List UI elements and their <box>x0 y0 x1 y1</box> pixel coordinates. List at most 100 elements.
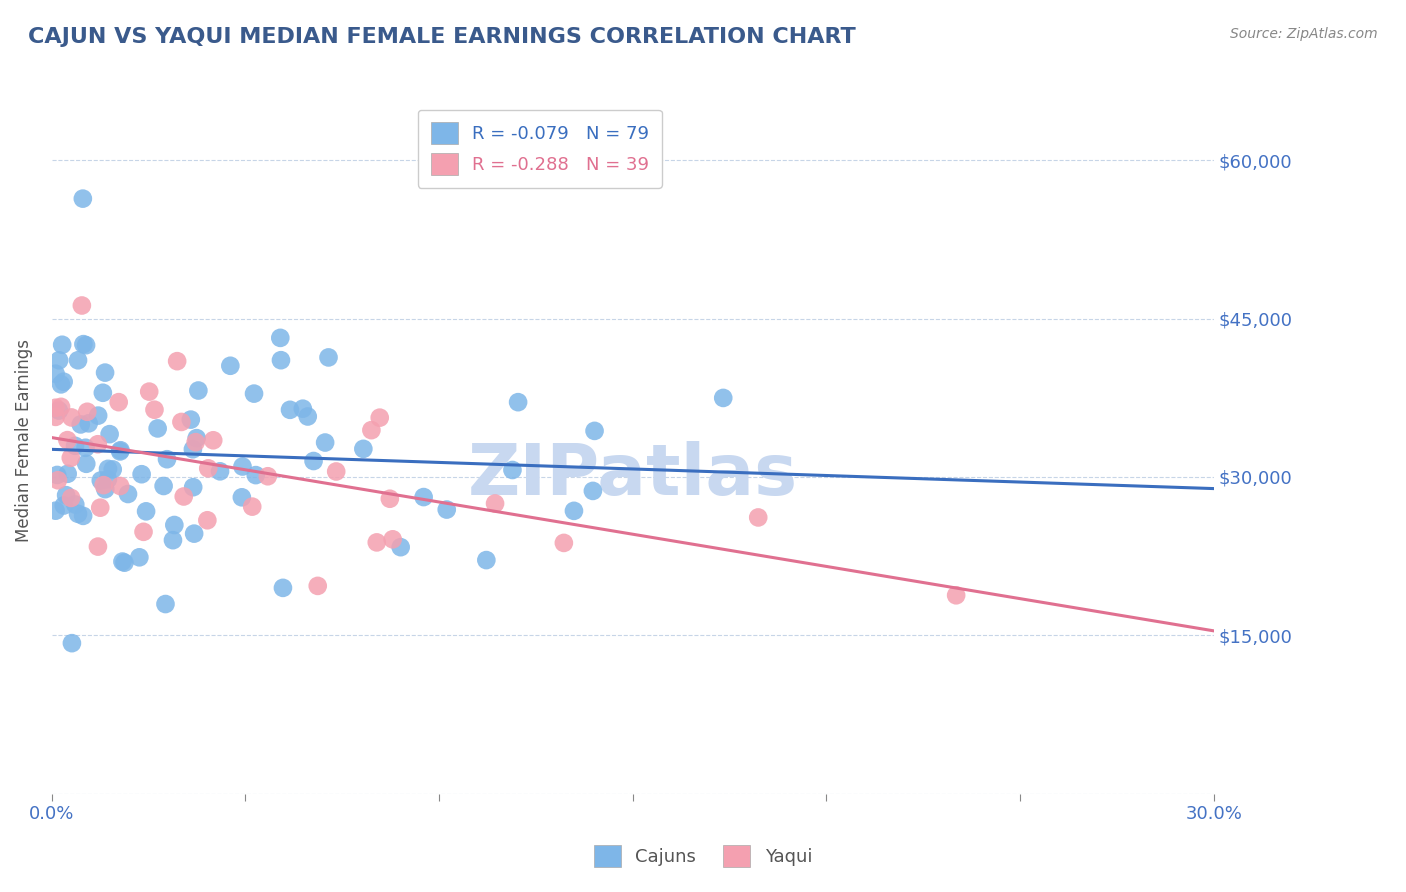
Point <box>60 636 83 650</box>
Point <box>352 442 374 456</box>
Point <box>132 524 155 539</box>
Point <box>56 467 79 481</box>
Point <box>75 441 97 455</box>
Point <box>107 395 129 409</box>
Point <box>131 467 153 482</box>
Point <box>183 526 205 541</box>
Point <box>97 462 120 476</box>
Point <box>76 405 98 419</box>
Point <box>93 478 115 492</box>
Point <box>202 434 225 448</box>
Point <box>108 444 131 458</box>
Point <box>89 500 111 515</box>
Point <box>87 540 110 554</box>
Point <box>381 533 404 547</box>
Point <box>325 465 347 479</box>
Point <box>69 417 91 432</box>
Point <box>501 463 523 477</box>
Point <box>63 439 86 453</box>
Point <box>378 491 401 506</box>
Point <box>711 391 734 405</box>
Point <box>256 469 278 483</box>
Point <box>97 472 120 486</box>
Point <box>52 375 75 389</box>
Point <box>583 424 606 438</box>
Point <box>747 510 769 524</box>
Point <box>243 386 266 401</box>
Point <box>197 461 219 475</box>
Point <box>114 556 136 570</box>
Point <box>318 351 340 365</box>
Point <box>135 504 157 518</box>
Point <box>108 479 131 493</box>
Point <box>219 359 242 373</box>
Point <box>55 488 77 502</box>
Point <box>156 452 179 467</box>
Point <box>70 298 93 312</box>
Point <box>412 490 434 504</box>
Point <box>269 331 291 345</box>
Point <box>52 499 75 513</box>
Point <box>65 498 87 512</box>
Point <box>184 435 207 450</box>
Point <box>94 482 117 496</box>
Point <box>60 491 83 505</box>
Point <box>75 338 97 352</box>
Point <box>146 421 169 435</box>
Point <box>270 353 292 368</box>
Point <box>72 192 94 206</box>
Point <box>155 597 177 611</box>
Point <box>87 437 110 451</box>
Point <box>48 403 70 417</box>
Point <box>166 354 188 368</box>
Point <box>181 480 204 494</box>
Point <box>77 417 100 431</box>
Point <box>138 384 160 399</box>
Text: ZIPatlas: ZIPatlas <box>468 441 797 510</box>
Point <box>484 496 506 510</box>
Point <box>45 367 67 381</box>
Point <box>389 540 412 554</box>
Point <box>180 412 202 426</box>
Point <box>187 384 209 398</box>
Point <box>245 468 267 483</box>
Point <box>945 588 967 602</box>
Point <box>49 377 72 392</box>
Point <box>278 402 301 417</box>
Text: Source: ZipAtlas.com: Source: ZipAtlas.com <box>1230 27 1378 41</box>
Point <box>360 423 382 437</box>
Point <box>152 479 174 493</box>
Point <box>110 443 132 458</box>
Point <box>90 474 112 488</box>
Point <box>162 533 184 548</box>
Point <box>45 409 67 424</box>
Point <box>163 518 186 533</box>
Point <box>46 473 69 487</box>
Legend: Cajuns, Yaqui: Cajuns, Yaqui <box>586 838 820 874</box>
Point <box>45 504 67 518</box>
Point <box>49 400 72 414</box>
Point <box>173 490 195 504</box>
Point <box>297 409 319 424</box>
Point <box>143 402 166 417</box>
Point <box>186 431 208 445</box>
Point <box>101 462 124 476</box>
Point <box>368 410 391 425</box>
Point <box>582 483 605 498</box>
Point <box>128 550 150 565</box>
Point <box>51 338 73 352</box>
Point <box>72 508 94 523</box>
Point <box>231 491 253 505</box>
Point <box>117 487 139 501</box>
Point <box>366 535 388 549</box>
Point <box>72 337 94 351</box>
Point <box>59 450 82 465</box>
Point <box>475 553 498 567</box>
Point <box>45 401 67 415</box>
Point <box>302 454 325 468</box>
Point <box>87 409 110 423</box>
Point <box>291 401 314 416</box>
Point <box>66 353 89 368</box>
Y-axis label: Median Female Earnings: Median Female Earnings <box>15 339 32 541</box>
Point <box>506 395 529 409</box>
